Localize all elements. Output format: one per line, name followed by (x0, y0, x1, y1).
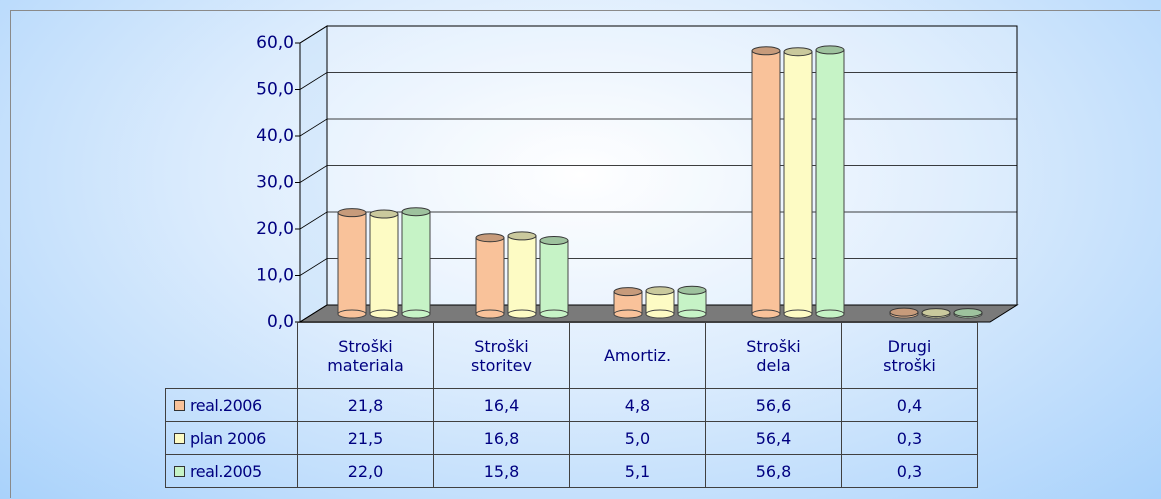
bar-top (369, 209, 399, 219)
bar-top (783, 47, 813, 57)
header-row: Stroški materiala Stroški storitev Amortiz… (166, 322, 978, 389)
bar-top (401, 207, 431, 217)
bar-body (783, 51, 813, 315)
grid-line (299, 25, 1017, 44)
legend-entry: plan 2006 (165, 421, 298, 455)
bar-base (613, 309, 643, 319)
value-label: 16,4 (433, 388, 570, 422)
data-table: Stroški materiala Stroški storitev Amortiz… (165, 322, 978, 488)
bar-base (751, 309, 781, 319)
bar (539, 236, 569, 319)
bar (337, 208, 367, 319)
y-tick-label: 0,0 (267, 312, 294, 332)
bar-top (677, 285, 707, 295)
category-label: Stroški dela (705, 322, 842, 389)
bar (369, 209, 399, 319)
bar (613, 287, 643, 319)
value-label: 21,5 (297, 421, 434, 455)
legend-key (174, 465, 185, 477)
bar (815, 45, 845, 319)
bar-top (953, 308, 983, 318)
bar-base (507, 309, 537, 319)
bar (921, 308, 951, 319)
bar (475, 233, 505, 319)
value-label: 4,8 (569, 388, 706, 422)
legend-label: real.2006 (190, 395, 262, 415)
y-tick-label: 40,0 (256, 126, 294, 146)
y-tick-label: 20,0 (256, 219, 294, 239)
value-label: 21,8 (297, 388, 434, 422)
bar (953, 308, 983, 319)
series-row: real.2006 21,8 16,4 4,8 56,6 0,4 (165, 388, 978, 422)
chart-frame (10, 10, 1160, 498)
bar-base (815, 309, 845, 319)
bar-top (889, 307, 919, 317)
bar-base (783, 309, 813, 319)
bar (751, 46, 781, 319)
bar-base (337, 309, 367, 319)
bar-body (539, 240, 569, 315)
value-label: 0,4 (841, 388, 978, 422)
value-label: 0,3 (841, 454, 978, 488)
y-tick-label: 60,0 (256, 33, 294, 53)
series-row: real.2005 22,0 15,8 5,1 56,8 0,3 (165, 454, 978, 488)
legend-label: plan 2006 (190, 428, 266, 448)
bar-base (475, 309, 505, 319)
value-label: 15,8 (433, 454, 570, 488)
bar (889, 307, 919, 319)
bar-top (751, 46, 781, 56)
value-label: 16,8 (433, 421, 570, 455)
category-label: Stroški materiala (297, 322, 434, 389)
bar-base (539, 309, 569, 319)
bar-body (751, 50, 781, 315)
bar-body (507, 235, 537, 315)
bar-top (815, 45, 845, 55)
legend-entry: real.2006 (165, 388, 298, 422)
legend-entry: real.2005 (165, 454, 298, 488)
bar (677, 285, 707, 319)
bar (507, 231, 537, 319)
blank-cell (166, 323, 298, 389)
bar-base (677, 309, 707, 319)
bar-body (337, 212, 367, 315)
y-tick-label: 50,0 (256, 80, 294, 100)
value-label: 5,1 (569, 454, 706, 488)
value-label: 0,3 (841, 421, 978, 455)
bar (783, 47, 813, 319)
legend-key (174, 399, 185, 411)
value-label: 5,0 (569, 421, 706, 455)
bar-base (401, 309, 431, 319)
legend-key (174, 432, 185, 444)
bar-body (475, 237, 505, 315)
bar (645, 286, 675, 319)
value-label: 56,6 (705, 388, 842, 422)
value-label: 56,4 (705, 421, 842, 455)
value-label: 22,0 (297, 454, 434, 488)
series-row: plan 2006 21,5 16,8 5,0 56,4 0,3 (165, 421, 978, 455)
bar-base (645, 309, 675, 319)
bar-top (539, 236, 569, 246)
bar-top (507, 231, 537, 241)
bar-top (645, 286, 675, 296)
category-label: Stroški storitev (433, 322, 570, 389)
bar-base (369, 309, 399, 319)
bar-top (921, 308, 951, 318)
bar-body (369, 213, 399, 315)
category-label: Drugi stroški (841, 322, 978, 389)
value-label: 56,8 (705, 454, 842, 488)
y-tick-label: 30,0 (256, 173, 294, 193)
bar-top (475, 233, 505, 243)
bar-top (337, 208, 367, 218)
category-label: Amortiz. (569, 322, 706, 389)
bar-body (815, 49, 845, 315)
bar-top (613, 287, 643, 297)
bar-body (401, 211, 431, 315)
legend-label: real.2005 (190, 461, 262, 481)
bar (401, 207, 431, 319)
y-tick-label: 10,0 (256, 266, 294, 286)
